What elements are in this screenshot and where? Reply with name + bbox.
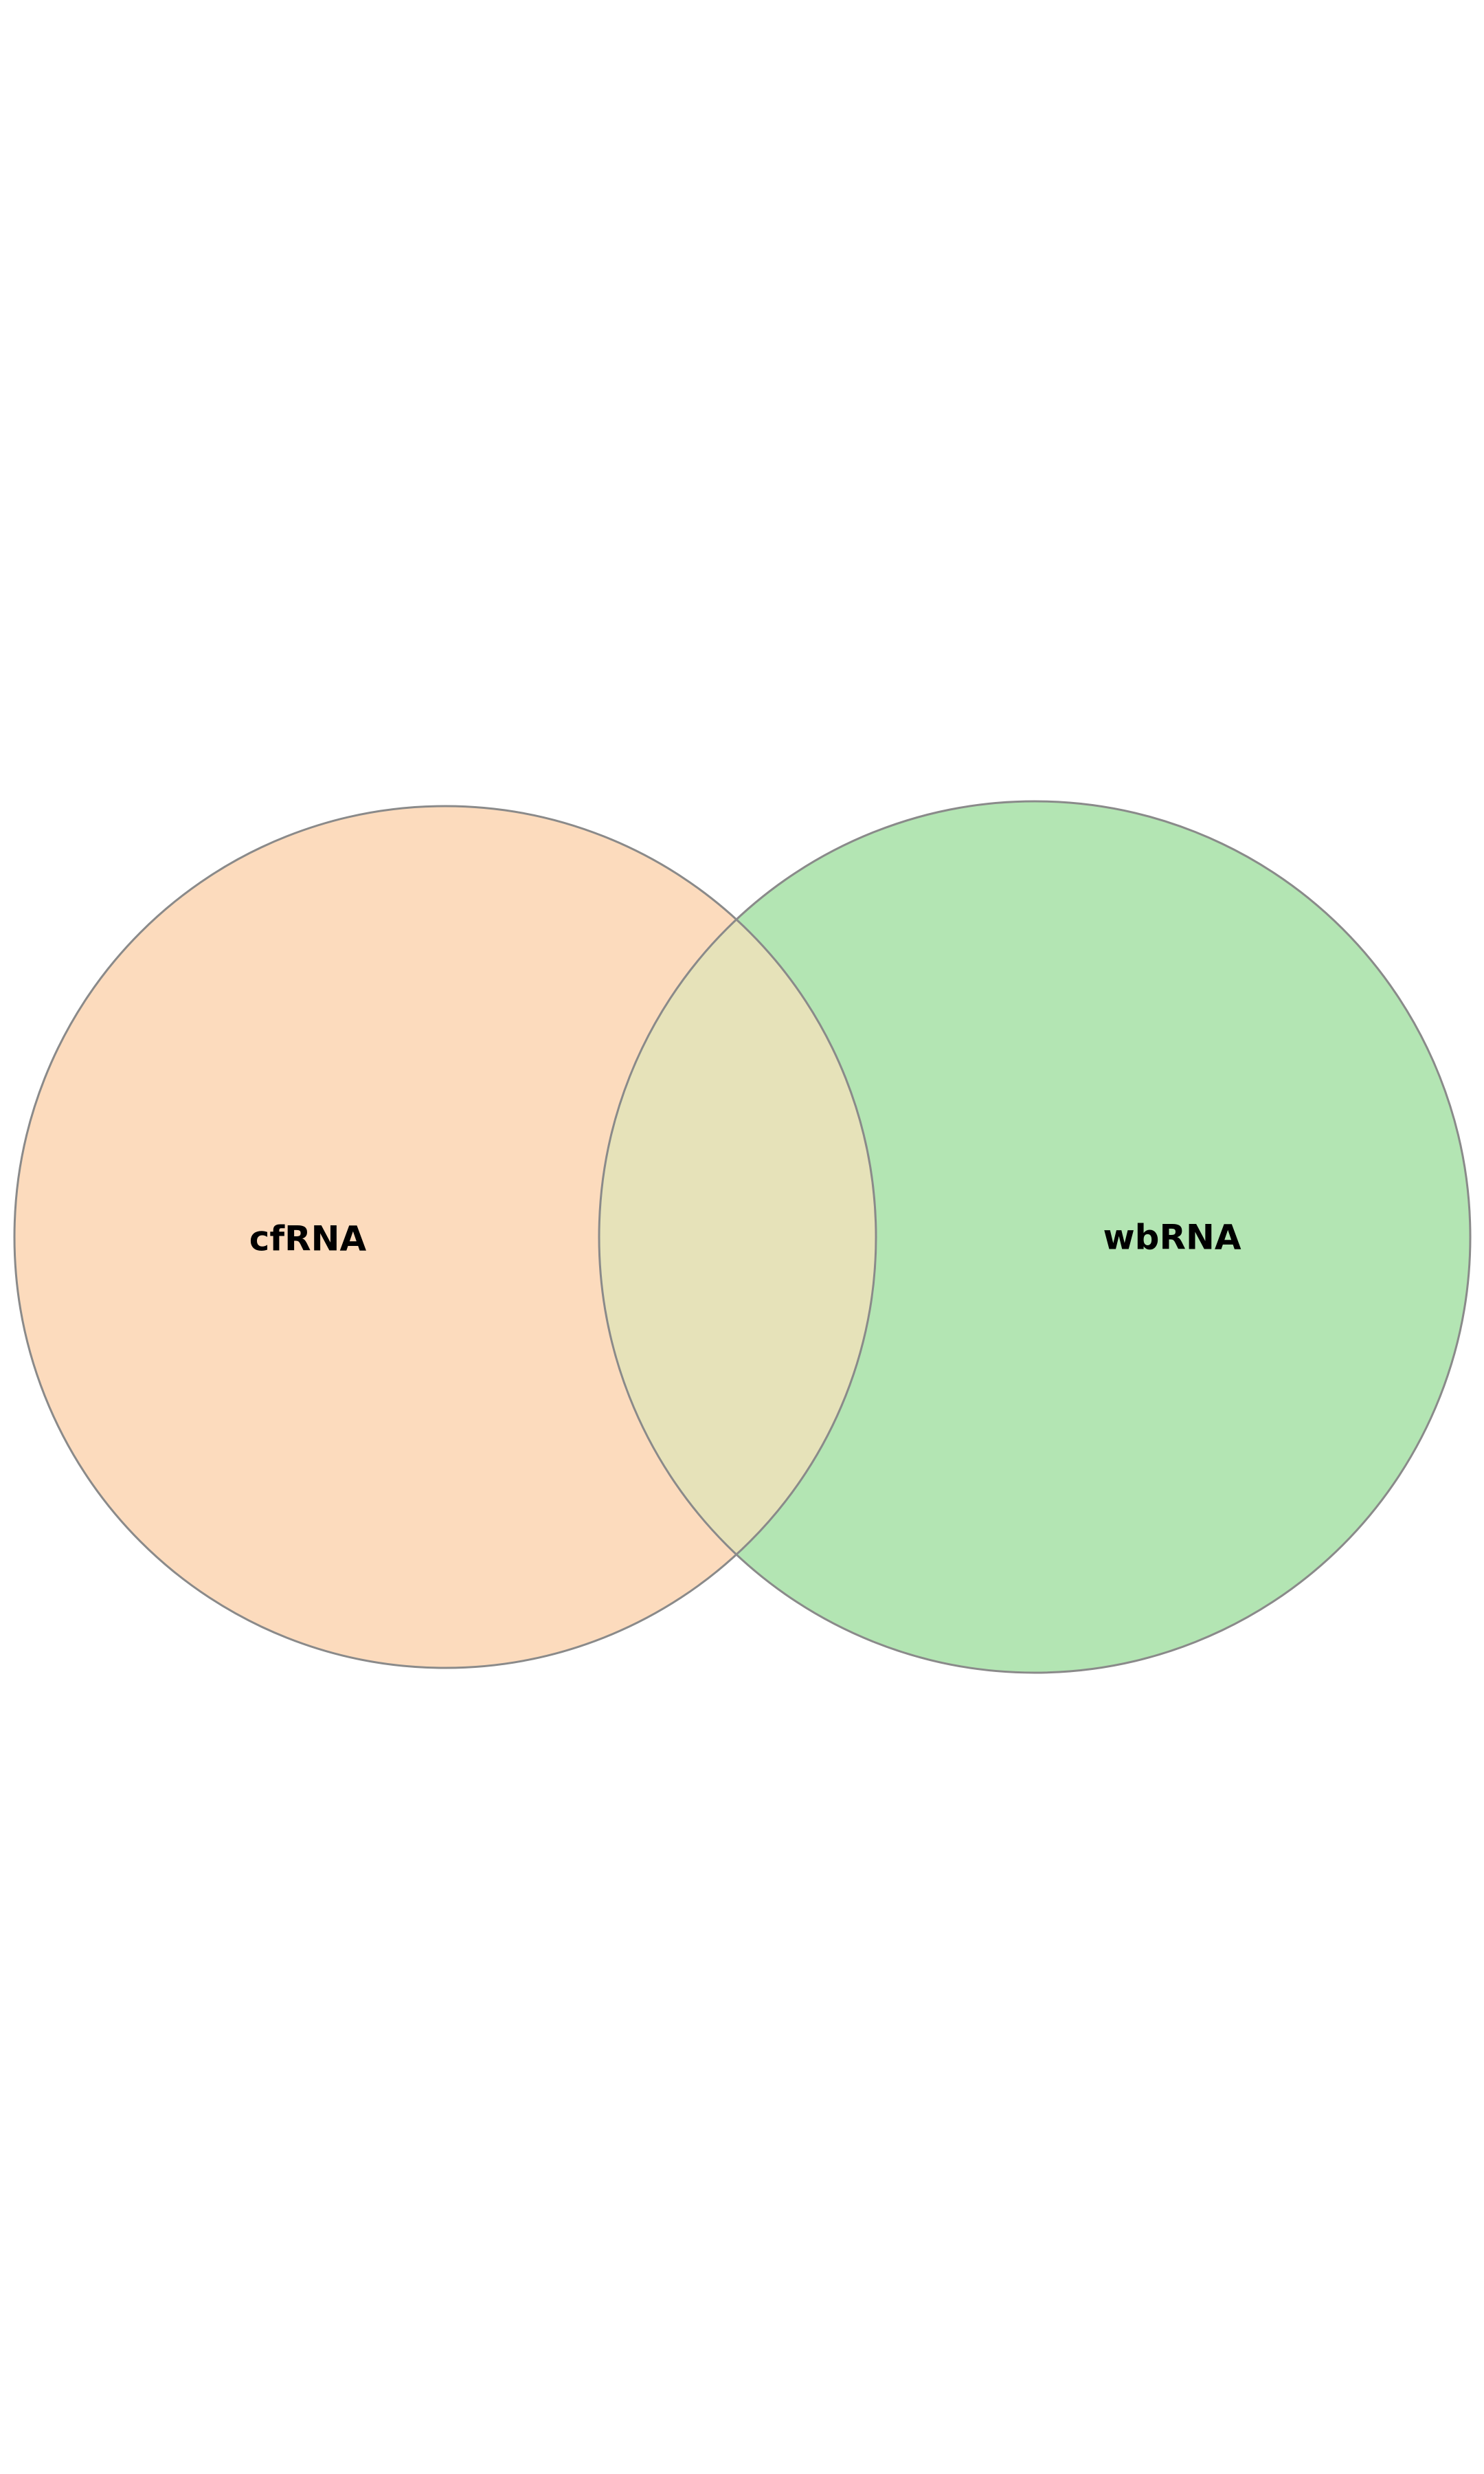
- cfrna-set-label: cfRNA: [249, 1219, 367, 1259]
- wbrna-set-outline: [598, 800, 1472, 1674]
- cfrna-set-outline: [13, 805, 877, 1669]
- wbrna-set-label: wbRNA: [1103, 1218, 1241, 1258]
